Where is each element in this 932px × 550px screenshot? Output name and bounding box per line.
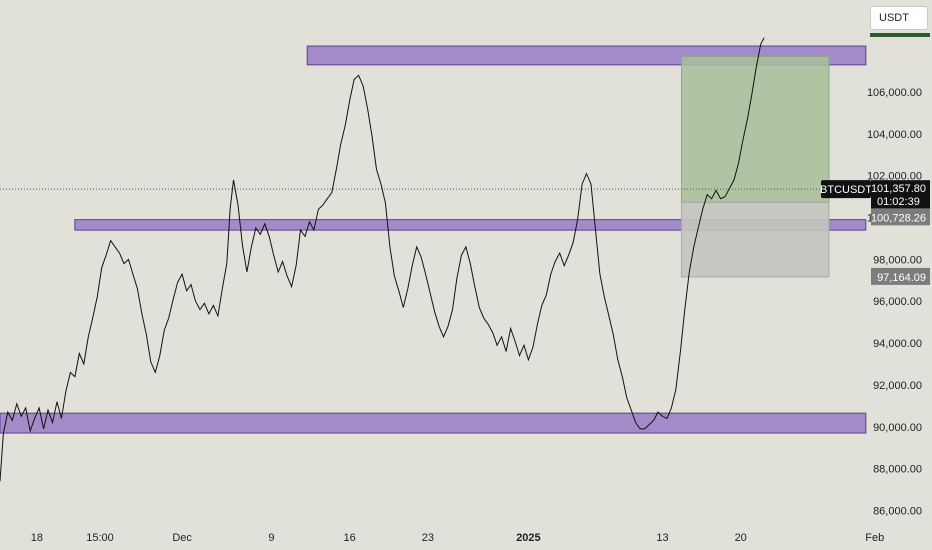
stop-price-value: 97,164.09 (877, 272, 926, 284)
y-tick-label: 90,000.00 (873, 422, 922, 434)
y-tick-label: 98,000.00 (873, 254, 922, 266)
x-tick-label: 15:00 (86, 532, 114, 544)
support-zone-3 (0, 412, 867, 434)
entry-price-value: 100,728.26 (871, 212, 926, 224)
symbol-badge (821, 180, 871, 199)
x-tick-label: 18 (31, 532, 43, 544)
y-tick-label: 94,000.00 (873, 338, 922, 350)
y-tick-label: 88,000.00 (873, 464, 922, 476)
stop-loss-zone (680, 201, 830, 278)
y-tick-label: 102,000.00 (867, 171, 922, 183)
x-tick-label: 16 (344, 532, 356, 544)
y-tick-label: 86,000.00 (873, 505, 922, 517)
x-tick-label: Feb (865, 532, 884, 544)
support-zone-2 (74, 219, 867, 231)
x-tick-label: 23 (422, 532, 434, 544)
currency-selector-button[interactable]: USDT (870, 6, 928, 30)
x-tick-label: 9 (268, 532, 274, 544)
currency-label: USDT (879, 12, 909, 24)
y-tick-label: 96,000.00 (873, 296, 922, 308)
y-tick-label: 106,000.00 (867, 87, 922, 99)
x-tick-label: 20 (735, 532, 747, 544)
candle-timer: 01:02:39 (877, 196, 920, 208)
last-price-badge (871, 180, 930, 211)
currency-indicator (870, 33, 930, 37)
y-tick-label: 92,000.00 (873, 380, 922, 392)
entry-price-badge (871, 208, 930, 226)
symbol-badge-text: BTCUSDT (820, 184, 872, 196)
profit-zone (680, 55, 830, 203)
x-tick-label: 13 (656, 532, 668, 544)
x-tick-label: Dec (172, 532, 192, 544)
y-tick-label: 104,000.00 (867, 129, 922, 141)
price-series-line (0, 37, 765, 482)
stop-price-badge (871, 267, 930, 285)
x-tick-label: 2025 (516, 532, 540, 544)
last-price-value: 101,357.80 (871, 183, 926, 195)
